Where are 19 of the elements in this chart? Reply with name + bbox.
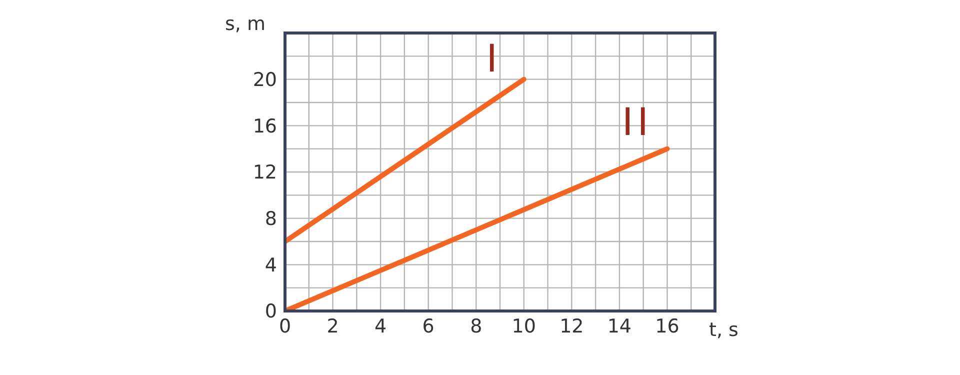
y-tick-label: 4 <box>264 254 277 276</box>
x-tick-label: 0 <box>278 315 292 338</box>
x-tick-label: 14 <box>607 315 632 338</box>
x-axis-title: t, s <box>709 319 738 341</box>
x-tick-label: 4 <box>374 315 387 338</box>
y-tick-label: 12 <box>252 162 277 184</box>
x-tick-label: 2 <box>326 315 339 338</box>
x-tick-label: 16 <box>655 315 680 338</box>
y-tick-label: 8 <box>264 208 277 230</box>
x-tick-label: 6 <box>422 315 434 338</box>
y-tick-label: 0 <box>264 300 277 323</box>
series-label: II <box>622 100 652 144</box>
x-tick-label: 12 <box>560 315 584 338</box>
y-tick-label: 16 <box>252 115 277 138</box>
x-tick-label: 8 <box>470 315 482 338</box>
series-label: I <box>486 36 502 80</box>
y-axis-title: s, m <box>225 13 266 35</box>
y-tick-label: 20 <box>252 69 277 92</box>
x-tick-label: 10 <box>512 315 536 338</box>
